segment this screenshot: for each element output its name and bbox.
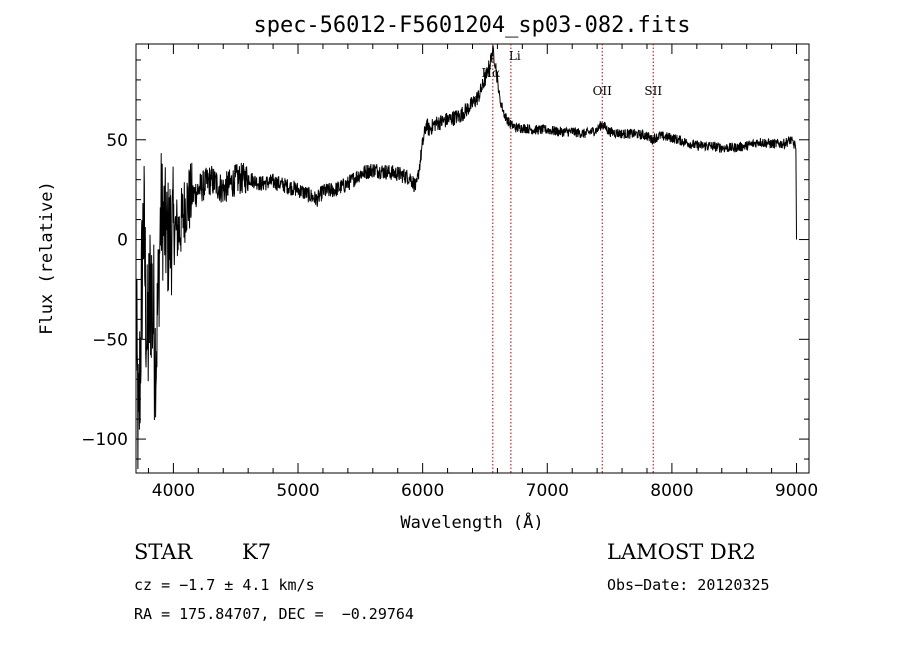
object-subclass: K7 <box>242 540 272 564</box>
y-axis-label: Flux (relative) <box>37 181 57 335</box>
observation-date: Obs−Date: 20120325 <box>607 576 770 594</box>
emission-line-label: Li <box>509 49 521 63</box>
y-tick-label: −50 <box>92 330 128 350</box>
x-tick-label: 9000 <box>775 481 818 501</box>
chart-title: spec-56012-F5601204_sp03-082.fits <box>253 13 690 38</box>
axis-ticks: 4000 5000 6000 7000 8000 9000 −100 −50 0 50 <box>81 44 818 501</box>
spectrum-line <box>135 45 797 470</box>
x-tick-label: 4000 <box>152 481 195 501</box>
coordinates-info: RA = 175.84707, DEC = −0.29764 <box>134 605 414 623</box>
survey-name: LAMOST DR2 <box>607 540 756 564</box>
object-class: STAR <box>134 540 193 564</box>
y-tick-label: 50 <box>106 131 128 151</box>
plot-frame <box>135 43 810 474</box>
emission-line-label: SII <box>644 84 662 98</box>
x-tick-label: 8000 <box>650 481 693 501</box>
y-tick-label: −100 <box>81 430 128 450</box>
x-tick-label: 5000 <box>276 481 319 501</box>
x-tick-label: 6000 <box>401 481 444 501</box>
x-axis-label: Wavelength (Å) <box>400 511 543 533</box>
emission-line-label: OII <box>593 84 613 98</box>
redshift-info: cz = −1.7 ± 4.1 km/s <box>134 576 315 594</box>
x-tick-label: 7000 <box>526 481 569 501</box>
y-tick-label: 0 <box>117 231 128 251</box>
